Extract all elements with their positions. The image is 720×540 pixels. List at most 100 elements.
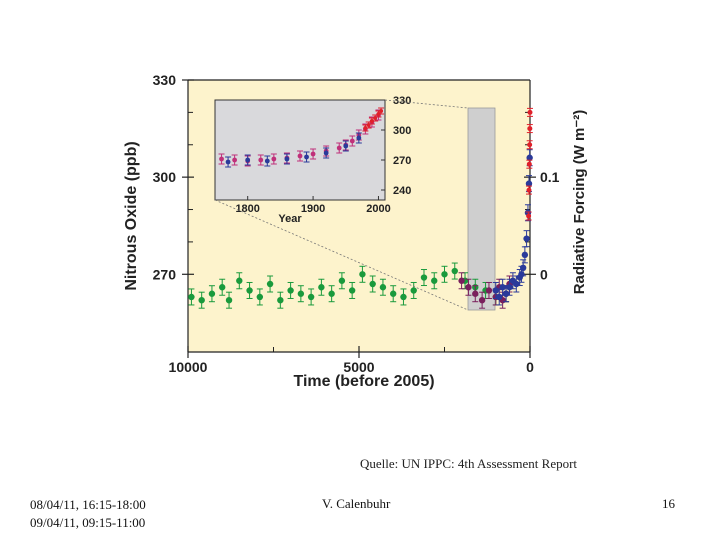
highlight-box bbox=[467, 107, 496, 311]
inset-x-tick-label: 1900 bbox=[301, 203, 325, 215]
inset-connector-line bbox=[214, 199, 469, 311]
inset-magenta-point bbox=[297, 153, 303, 159]
inset-magenta-point bbox=[232, 157, 238, 163]
maroon-ice-core-point bbox=[472, 290, 479, 297]
footer-dates: 08/04/11, 16:15-18:00 09/04/11, 09:15-11… bbox=[30, 496, 146, 532]
inset-connector-line bbox=[384, 99, 469, 109]
blue-ice-core-point bbox=[496, 293, 503, 301]
y-tick-label: 300 bbox=[153, 169, 177, 185]
inset-magenta-point bbox=[258, 157, 264, 163]
green-ice-core-point bbox=[420, 274, 428, 281]
inset-x-tick-label: 2000 bbox=[366, 203, 390, 215]
inset-magenta-point bbox=[310, 151, 316, 157]
y-tick-label: 330 bbox=[153, 72, 177, 88]
inset-blue-point bbox=[225, 159, 231, 165]
green-ice-core-point bbox=[307, 293, 315, 301]
green-ice-core-point bbox=[359, 271, 366, 278]
green-ice-core-point bbox=[441, 271, 448, 278]
green-ice-core-point bbox=[328, 290, 335, 297]
nitrous-oxide-chart: 270 300 330 0 0.1 10000 5000 0 Time (before 2005… bbox=[123, 72, 588, 390]
inset-red-point bbox=[369, 119, 374, 123]
maroon-ice-core-point bbox=[478, 296, 486, 304]
green-ice-core-point bbox=[400, 293, 407, 301]
blue-ice-core-point bbox=[525, 180, 533, 187]
blue-ice-core-point bbox=[526, 154, 533, 161]
green-ice-core-point bbox=[390, 290, 397, 297]
blue-ice-core-point bbox=[492, 287, 499, 294]
green-ice-core-point bbox=[219, 284, 226, 291]
source-caption: Quelle: UN IPPC: 4th Assessment Report bbox=[360, 456, 578, 471]
red-atmospheric-point bbox=[526, 213, 532, 219]
x-tick-label: 10000 bbox=[169, 359, 208, 375]
red-atmospheric-point bbox=[527, 109, 533, 115]
green-ice-core-point bbox=[225, 296, 233, 304]
green-ice-core-point bbox=[256, 293, 264, 301]
y-axis-label: Nitrous Oxide (ppb) bbox=[123, 141, 140, 290]
green-ice-core-point bbox=[297, 290, 305, 297]
inset-red-point bbox=[363, 126, 368, 130]
red-atmospheric-point bbox=[527, 142, 533, 148]
inset-blue-point bbox=[304, 154, 309, 160]
maroon-ice-core-point bbox=[458, 277, 465, 284]
inset-blue-point bbox=[343, 143, 349, 149]
inset-blue-point bbox=[323, 150, 329, 156]
blue-ice-core-point bbox=[499, 284, 506, 291]
x-tick-label: 0 bbox=[526, 359, 534, 375]
maroon-ice-core-point bbox=[465, 284, 472, 291]
green-ice-core-point bbox=[287, 287, 294, 294]
inset-blue-point bbox=[356, 135, 362, 141]
green-ice-core-point bbox=[246, 287, 253, 294]
green-ice-core-point bbox=[188, 293, 195, 301]
inset-red-point bbox=[379, 109, 384, 113]
chart-area: 270 300 330 0 0.1 10000 5000 0 Time (before 2005… bbox=[123, 72, 588, 390]
green-ice-core-point bbox=[431, 277, 438, 284]
x-tick-label: 5000 bbox=[343, 359, 374, 375]
green-ice-core-point bbox=[451, 267, 458, 275]
maroon-ice-core-point bbox=[485, 287, 493, 294]
red-atmospheric-point bbox=[526, 161, 532, 167]
inset-y-tick-label: 240 bbox=[393, 185, 411, 197]
inset-blue-point bbox=[245, 157, 251, 163]
blue-ice-core-point bbox=[518, 271, 525, 278]
page-number: 16 bbox=[662, 496, 675, 511]
green-ice-core-point bbox=[318, 284, 325, 291]
inset-y-tick-label: 330 bbox=[393, 95, 411, 107]
green-ice-core-point bbox=[348, 287, 356, 294]
inset-magenta-point bbox=[271, 156, 277, 162]
green-ice-core-point bbox=[410, 287, 417, 294]
inset-blue-point bbox=[264, 158, 270, 164]
inset-blue-point bbox=[284, 156, 290, 162]
inset-magenta-point bbox=[349, 138, 355, 144]
green-ice-core-point bbox=[266, 280, 274, 288]
blue-ice-core-point bbox=[513, 280, 520, 288]
green-ice-core-point bbox=[198, 296, 205, 304]
inset-background bbox=[214, 99, 386, 201]
inset-x-tick-label: 1800 bbox=[235, 203, 259, 215]
green-ice-core-point bbox=[369, 280, 376, 288]
green-ice-core-point bbox=[236, 277, 243, 284]
inset-magenta-point bbox=[219, 156, 224, 162]
blue-ice-core-point bbox=[502, 290, 510, 297]
blue-ice-core-point bbox=[519, 264, 527, 272]
green-ice-core-point bbox=[379, 284, 387, 291]
green-ice-core-point bbox=[338, 277, 346, 284]
y2-tick-label: 0.1 bbox=[540, 169, 560, 185]
inset-x-axis-label: Year bbox=[278, 213, 302, 225]
green-ice-core-point bbox=[208, 290, 216, 297]
footer-author: V. Calenbuhr bbox=[322, 496, 391, 511]
inset-y-tick-label: 270 bbox=[393, 155, 411, 167]
blue-ice-core-point bbox=[521, 251, 529, 259]
blue-ice-core-point bbox=[523, 235, 530, 242]
green-ice-core-point bbox=[277, 296, 284, 304]
y2-axis-label: Radiative Forcing (W m⁻²) bbox=[571, 110, 588, 295]
y-tick-label: 270 bbox=[153, 266, 177, 282]
blue-ice-core-point bbox=[506, 284, 513, 291]
red-atmospheric-point bbox=[527, 126, 533, 132]
inset-magenta-point bbox=[336, 145, 342, 151]
footer-date-1: 08/04/11, 16:15-18:00 bbox=[30, 497, 146, 512]
footer-date-2: 09/04/11, 09:15-11:00 bbox=[30, 515, 146, 530]
y2-tick-label: 0 bbox=[540, 266, 548, 282]
inset-y-tick-label: 300 bbox=[393, 125, 411, 137]
red-atmospheric-point bbox=[526, 187, 532, 193]
x-axis-label: Time (before 2005) bbox=[293, 373, 434, 390]
